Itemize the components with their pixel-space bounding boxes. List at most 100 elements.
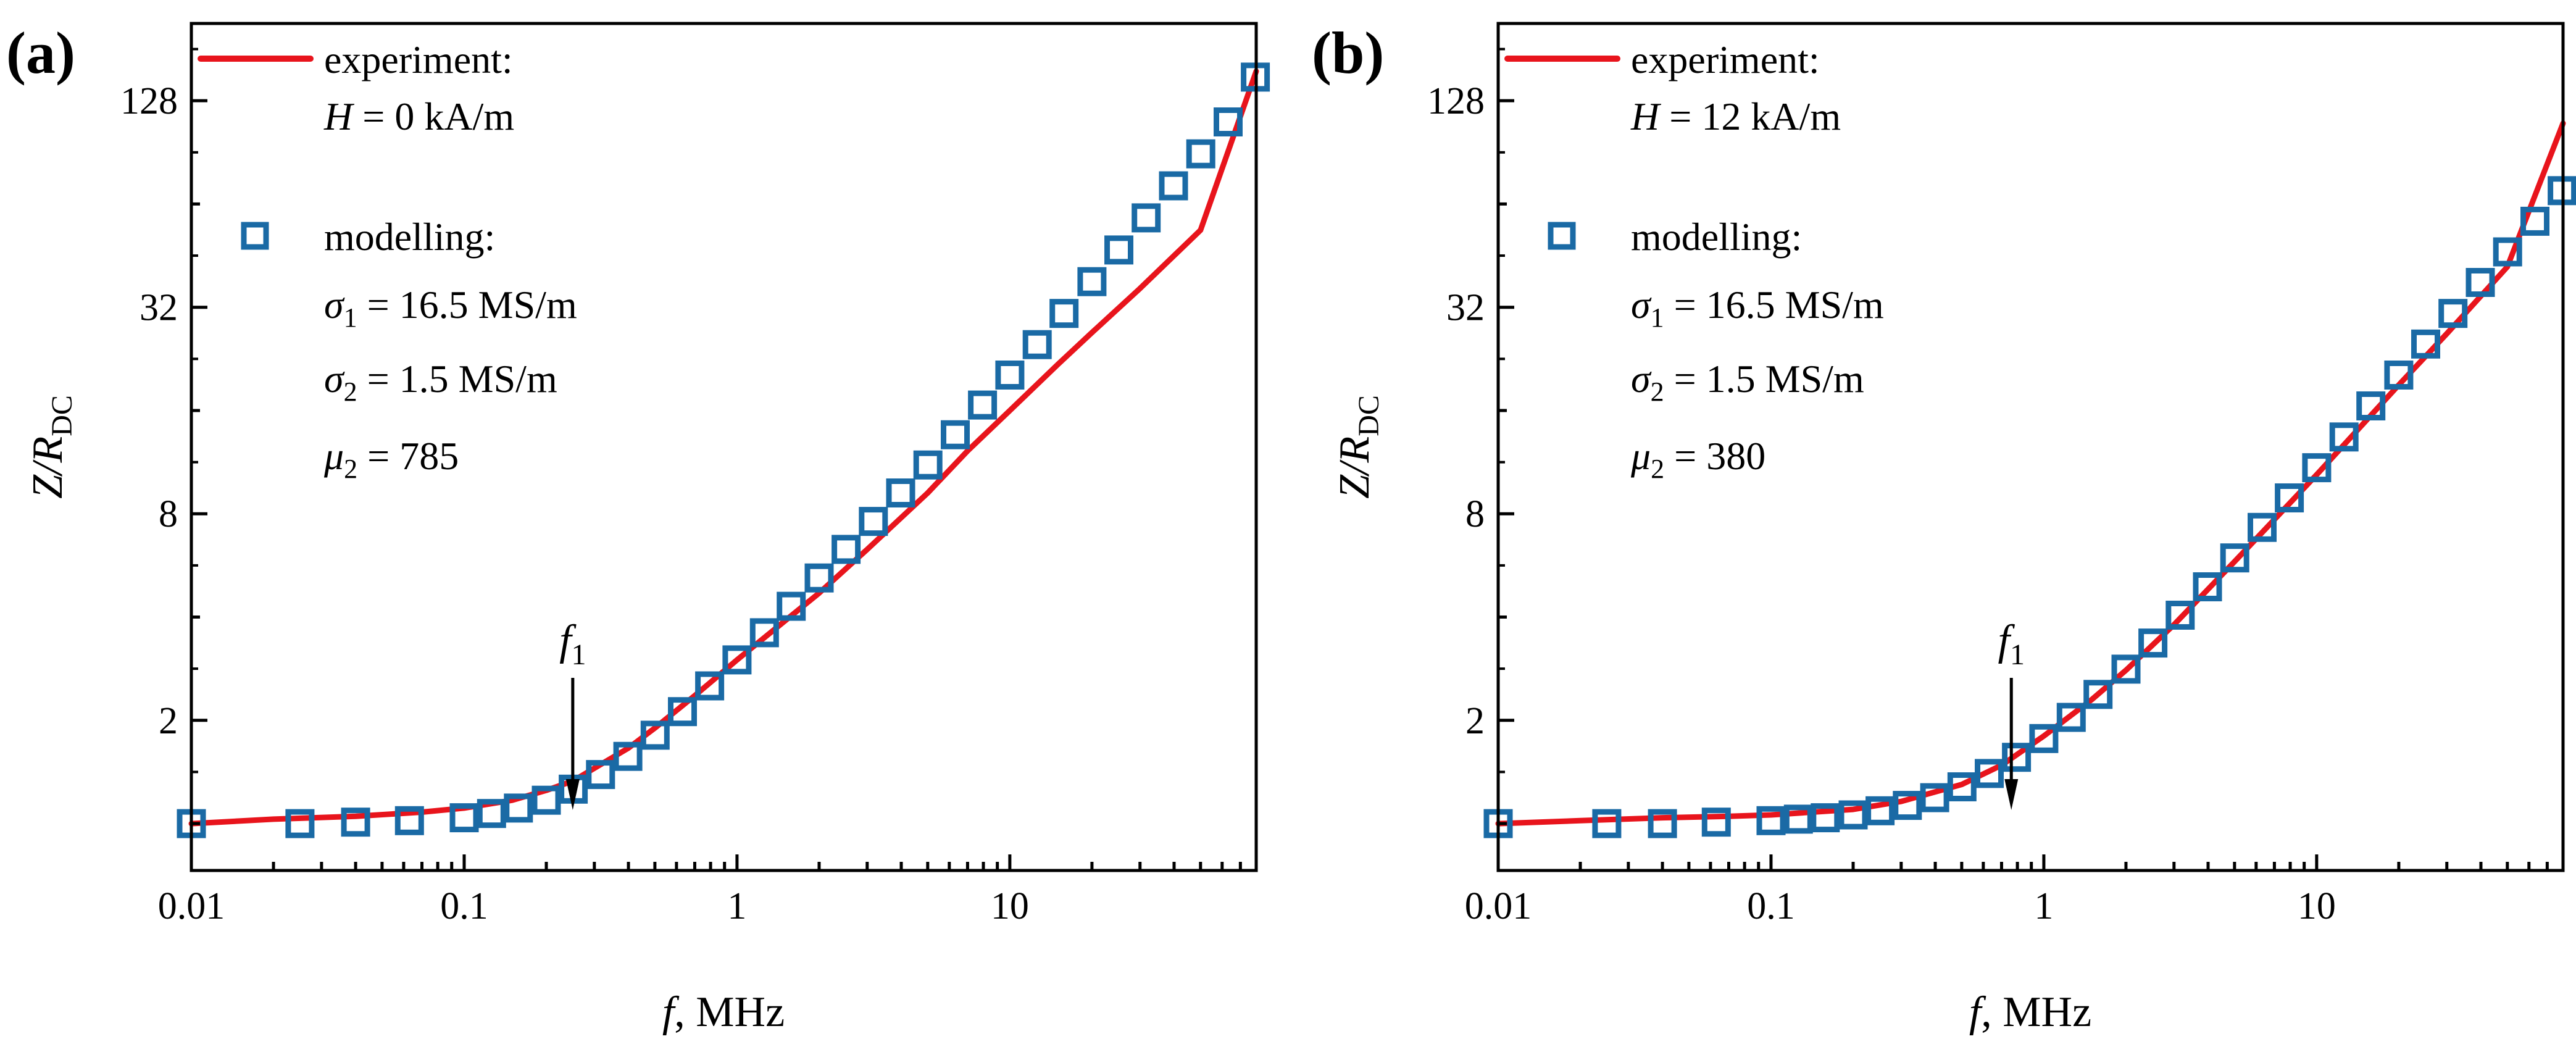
panel-a-y-tick-label: 128 [120,80,178,122]
modelling-point [1920,783,1949,812]
panel-b-y-axis-title: Z/RDC [1331,395,1385,499]
modelling-point [449,803,479,833]
modelling-point [886,478,915,507]
modelling-point [1756,806,1786,835]
panel-b-series [1483,120,2576,838]
modelling-point [1132,203,1161,233]
panel-a-x-ticks [190,854,1258,870]
modelling-point [2193,572,2222,601]
modelling-point [531,785,561,815]
panel-b-y-tick-label: 8 [1465,493,1485,535]
panel-b-legend-mu2: μ2 = 380 [1630,434,1765,484]
modelling-point [2029,724,2059,753]
panel-a-x-tick-label: 10 [991,885,1029,927]
modelling-point [1214,107,1243,136]
modelling-point [2466,268,2495,297]
panel-b-y-tick-label: 128 [1427,80,1485,122]
panel-b-legend-experiment-label: experiment: [1631,38,1820,81]
panel-a-x-tick-label: 0.01 [158,885,225,927]
modelling-point [2002,743,2032,772]
modelling-point [913,450,943,480]
modelling-point [695,671,725,701]
panel-a-legend-sigma1: σ1 = 16.5 MS/m [324,283,577,333]
modelling-point [394,806,424,835]
panel-b-label: (b) [1312,20,1384,86]
modelling-point [1811,803,1840,833]
modelling-point [2138,628,2168,658]
panel-a-y-tick-label: 8 [159,493,178,535]
modelling-point [2520,206,2549,236]
modelling-point [2111,654,2141,684]
panel-b-x-tick-label: 1 [2034,885,2053,927]
panel-b-y-ticks [1498,48,1514,825]
modelling-point [777,591,806,621]
panel-b-legend-field: H = 12 kA/m [1630,94,1841,138]
panel-a-legend-mu2: μ2 = 785 [323,434,459,484]
modelling-point [1077,267,1107,296]
panel-b: (b) 0.01 0.1 1 10 2 8 32 128 f, MHz Z/RD… [1312,20,2576,1036]
modelling-point [2356,391,2386,420]
modelling-point [995,361,1025,390]
modelling-point [968,390,998,420]
modelling-point [832,535,861,564]
panel-a-x-tick-label: 1 [727,885,746,927]
modelling-point [1022,330,1052,359]
panel-b-legend-sigma1: σ1 = 16.5 MS/m [1631,283,1884,333]
panel-a-y-tick-label: 32 [140,287,178,329]
panel-b-legend-modelling-label: modelling: [1631,215,1802,259]
panel-b-x-tick-label: 10 [2298,885,2336,927]
modelling-point [1838,800,1868,830]
modelling-point [2438,299,2468,328]
panel-b-x-tick-label: 0.1 [1747,885,1795,927]
panel-a-y-tick-label: 2 [159,700,178,742]
panel-a: (a) 0.01 0.1 1 10 2 8 32 128 f, MHz Z/RD… [6,20,1270,1036]
modelling-point [341,808,370,837]
panel-b-f1-label: f1 [1998,617,2025,671]
panel-b-x-tick-label: 0.01 [1465,885,1532,927]
panel-a-legend-experiment-label: experiment: [324,38,513,81]
modelling-point [1783,804,1813,834]
panel-a-x-tick-label: 0.1 [440,885,488,927]
modelling-point [2220,543,2249,573]
panel-b-y-tick-label: 32 [1446,287,1485,329]
modelling-point [2302,453,2332,483]
panel-a-f1-label: f1 [559,617,586,671]
panel-a-legend-sigma2: σ2 = 1.5 MS/m [324,357,557,407]
panel-a-y-axis-title: Z/RDC [24,395,78,499]
panel-a-label: (a) [6,20,75,86]
panel-a-legend-modelling-marker [241,222,269,250]
modelling-point [504,793,533,823]
panel-a-legend-modelling-label: modelling: [324,215,495,259]
modelling-point [2411,329,2440,359]
modelling-point [640,720,670,750]
modelling-point [285,809,315,838]
modelling-point [2275,483,2304,512]
panel-a-y-ticks [191,48,207,825]
modelling-point [1049,299,1079,328]
modelling-point [1893,791,1922,820]
modelling-point [1648,809,1677,838]
modelling-point [2384,361,2414,390]
modelling-point [1701,808,1731,837]
modelling-point [2056,703,2086,732]
modelling-point [2329,422,2359,452]
modelling-point [941,420,970,449]
modelling-point [804,563,834,593]
panel-b-x-ticks [1496,854,2565,870]
modelling-point [749,618,779,648]
modelling-point [1865,796,1895,825]
modelling-point [613,741,643,771]
modelling-point [1975,759,2004,788]
modelling-point [722,645,752,675]
modelling-point [2493,237,2522,267]
modelling-point [1104,235,1133,265]
modelling-point [668,697,697,727]
modelling-point [2248,512,2277,542]
modelling-point [1947,772,1977,801]
modelling-point [586,760,615,790]
modelling-point [1159,171,1188,201]
modelling-point [1186,139,1215,169]
panel-a-f1-arrow-head [565,779,580,810]
experiment-curve [1495,120,2566,827]
